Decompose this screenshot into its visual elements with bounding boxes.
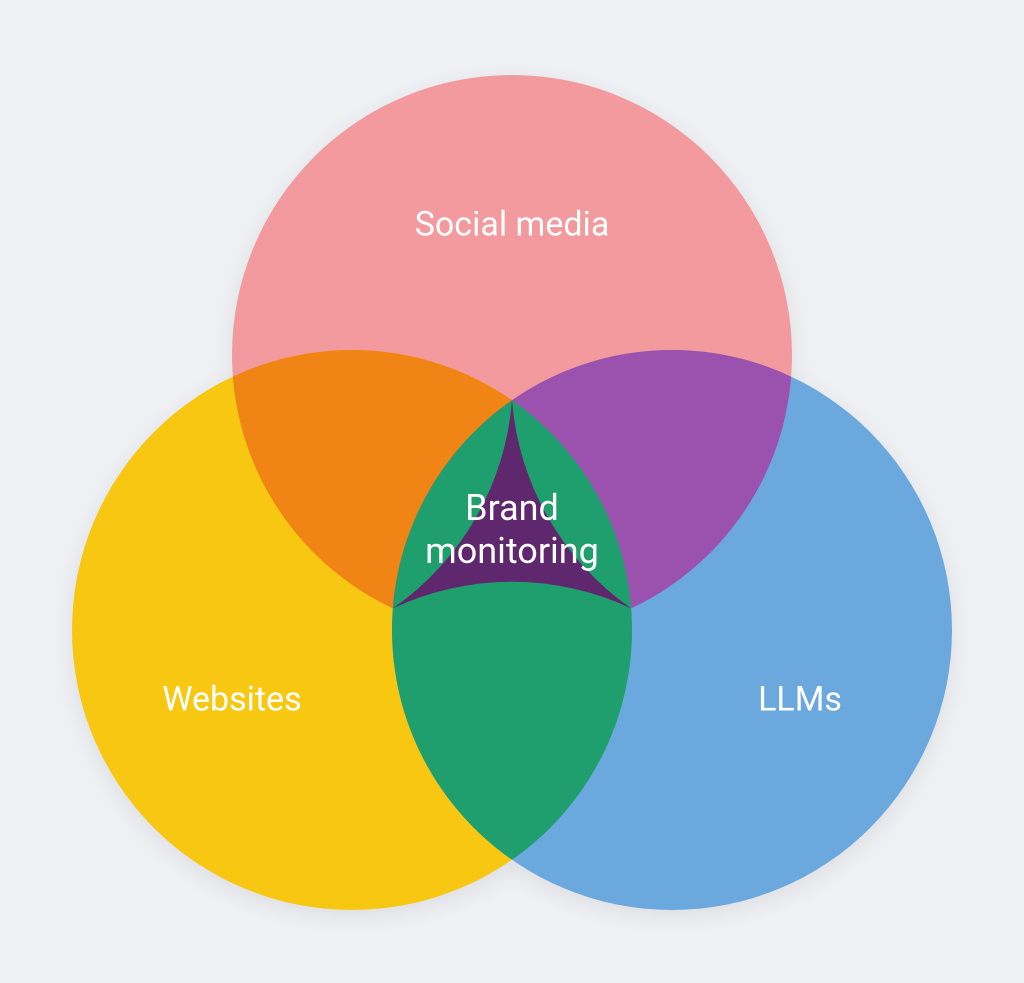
venn-diagram-canvas: Social media Websites LLMs Brand monitor… — [0, 0, 1024, 983]
label-right: LLMs — [758, 680, 842, 721]
label-left: Websites — [162, 680, 301, 721]
label-center: Brand monitoring — [425, 487, 599, 573]
label-top: Social media — [415, 205, 610, 246]
